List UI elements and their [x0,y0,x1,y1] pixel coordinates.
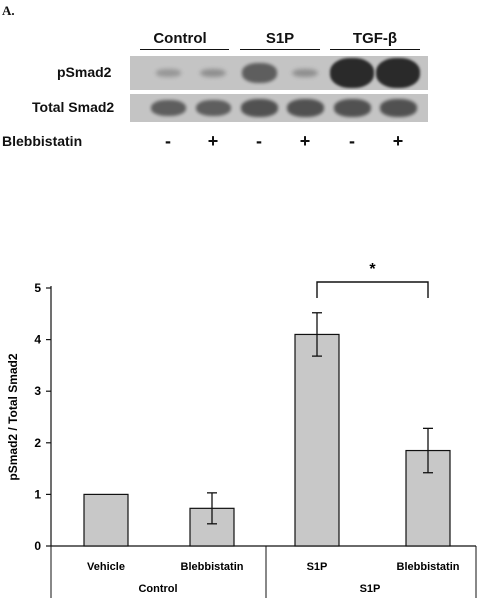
blot-band [240,99,278,117]
y-tick-label: 1 [34,487,41,501]
x-tick-label: Blebbistatin [397,561,460,573]
y-tick-label: 4 [34,333,41,347]
x-tick-label: Vehicle [87,561,125,573]
blot-group-label: TGF-β [352,30,398,47]
bar [294,333,340,547]
y-tick-label: 2 [34,436,41,450]
blot-band [150,100,186,116]
blot-group-underline [240,49,320,50]
blot-band [155,69,181,77]
blot-band [286,99,324,117]
x-group-label: Control [138,583,177,595]
treatment-sign: + [392,131,404,151]
treatment-sign: + [207,131,219,151]
blot-group-underline [140,49,229,50]
blot-group-label: Control [153,30,207,47]
significance-marker: * [369,261,376,278]
y-axis-label: pSmad2 / Total Smad2 [6,353,20,480]
y-tick-label: 0 [34,539,41,553]
treatment-sign: + [299,131,311,151]
y-tick-label: 3 [34,384,41,398]
significance-bracket [316,281,429,298]
treatment-label: Blebbistatin [2,133,83,149]
treatment-sign: - [165,131,171,151]
x-tick-label: S1P [307,561,328,573]
blot-band [199,68,227,78]
blot-band [376,58,420,88]
x-group-label: S1P [360,583,381,595]
blot-group-label: S1P [265,30,295,47]
blot-band [241,63,277,83]
blot-band [330,58,374,88]
blot-band [379,99,417,117]
panel-label: A. [2,3,15,18]
y-tick-label: 5 [34,281,41,295]
blot-row-label: Total Smad2 [32,99,115,115]
blot-strip [130,56,428,90]
blot-row-label: pSmad2 [57,64,112,80]
treatment-sign: - [256,131,262,151]
blot-group-underline [330,49,420,50]
blot-strip [130,94,428,122]
bar [83,493,129,547]
blot-band [291,68,319,78]
blot-band [333,99,371,117]
blot-band [195,100,231,116]
treatment-sign: - [349,131,355,151]
x-tick-label: Blebbistatin [181,561,244,573]
